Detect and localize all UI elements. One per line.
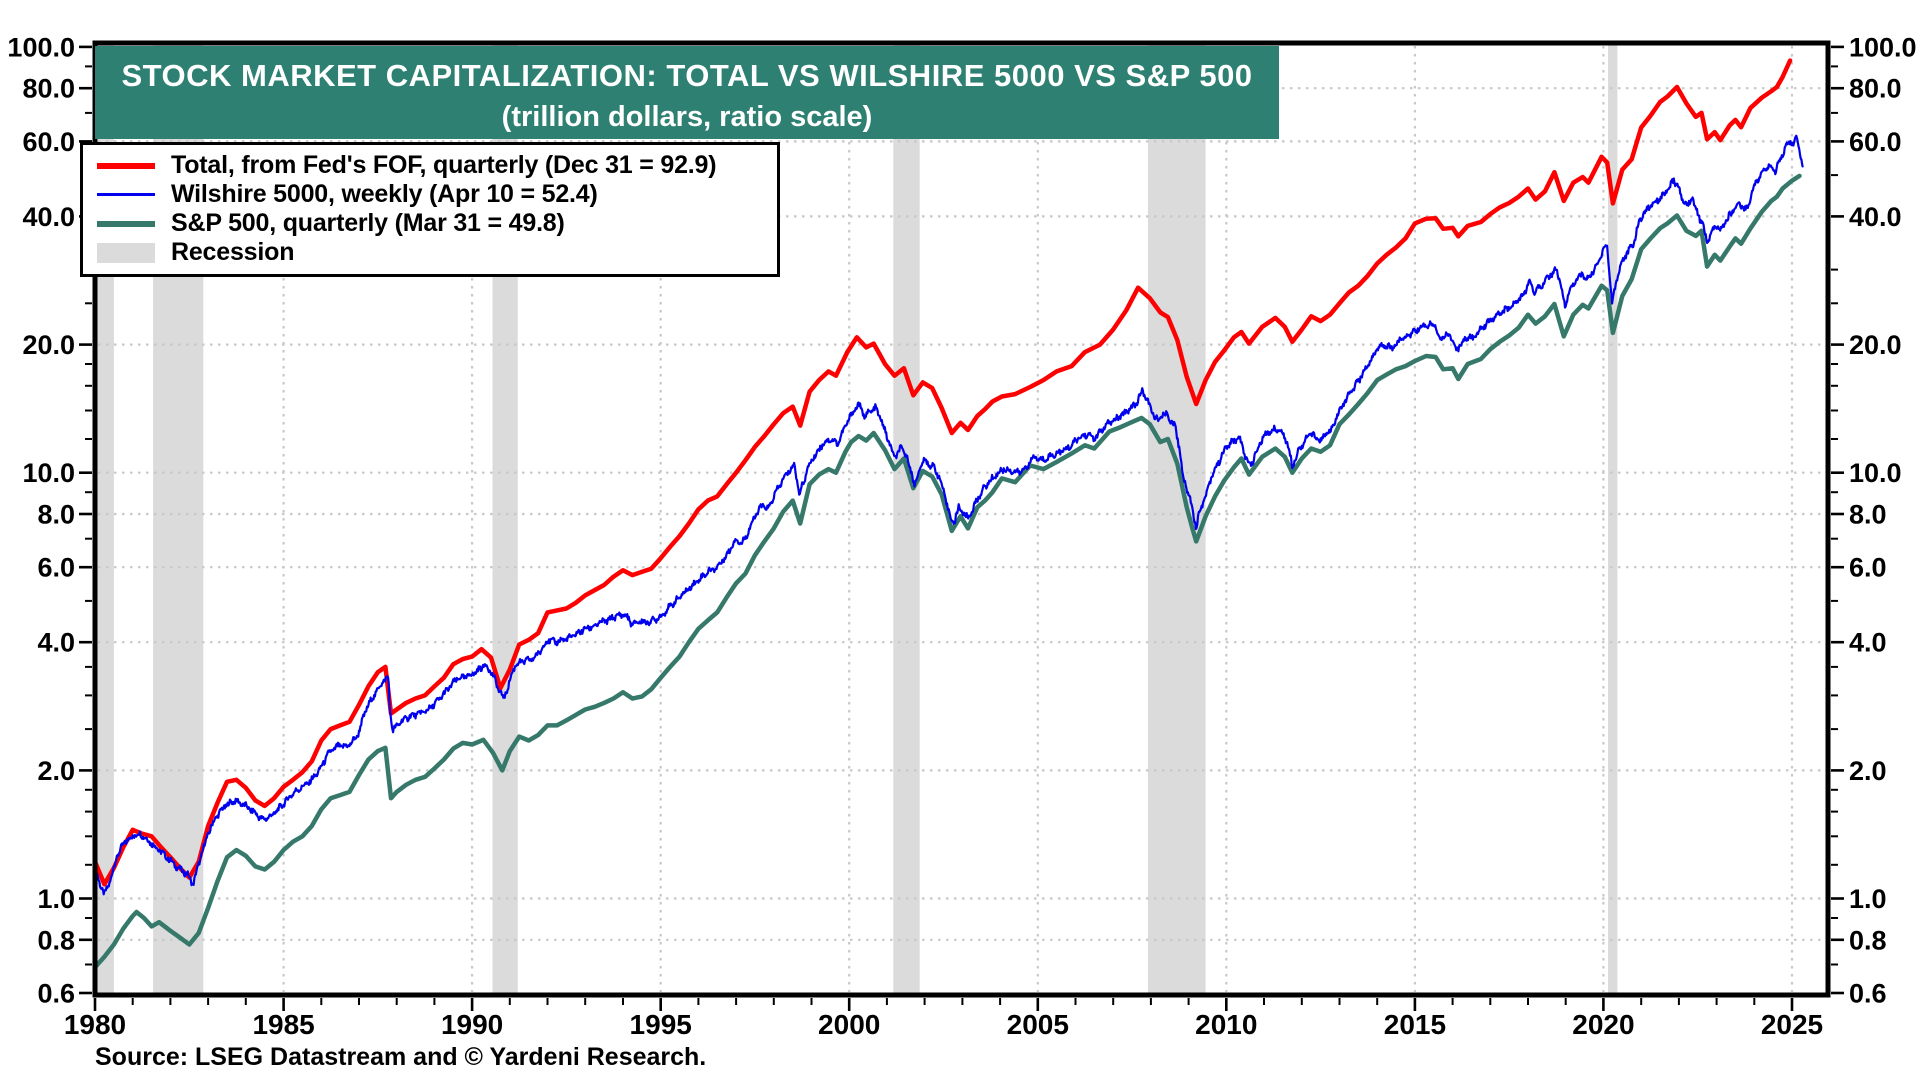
recession-band (95, 45, 114, 993)
y-axis-label-left: 20.0 (22, 330, 75, 360)
y-axis-label-left: 4.0 (37, 628, 75, 658)
plot-border (92, 40, 1831, 998)
y-axis-label-left: 6.0 (37, 553, 75, 583)
legend-item-wilshire: Wilshire 5000, weekly (Apr 10 = 52.4) (97, 180, 777, 209)
x-axis-label: 2005 (1007, 1009, 1069, 1040)
legend-item-recession: Recession (97, 238, 777, 267)
axis-ticks (79, 45, 1844, 1011)
x-axis-label: 2015 (1384, 1009, 1446, 1040)
y-axis-label-right: 0.8 (1849, 925, 1887, 955)
gridlines (98, 46, 1825, 992)
recession-band-swatch (97, 242, 155, 263)
series-total_line (92, 58, 1793, 887)
chart-subtitle: (trillion dollars, ratio scale) (501, 101, 873, 133)
y-axis-label-right: 0.6 (1849, 979, 1887, 1009)
legend: Total, from Fed's FOF, quarterly (Dec 31… (80, 142, 780, 277)
legend-item-label: Recession (171, 238, 295, 266)
y-axis-label-right: 8.0 (1849, 500, 1887, 530)
legend-item-label: Wilshire 5000, weekly (Apr 10 = 52.4) (171, 180, 598, 208)
source-note: Source: LSEG Datastream and © Yardeni Re… (95, 1043, 707, 1071)
x-axis-label: 2020 (1572, 1009, 1634, 1040)
y-axis-label-left: 100.0 (7, 32, 75, 62)
y-axis-label-right: 10.0 (1849, 458, 1902, 488)
y-axis-label-right: 80.0 (1849, 74, 1902, 104)
sp500-line-swatch (97, 220, 155, 227)
x-axis-label: 1985 (252, 1009, 314, 1040)
y-axis-label-right: 20.0 (1849, 330, 1902, 360)
y-axis-label-right: 40.0 (1849, 202, 1902, 232)
x-axis-label: 1990 (441, 1009, 503, 1040)
x-axis-label: 2010 (1195, 1009, 1257, 1040)
chart-title: STOCK MARKET CAPITALIZATION: TOTAL VS WI… (121, 58, 1253, 93)
y-axis-label-right: 1.0 (1849, 884, 1887, 914)
y-axis-label-left: 10.0 (22, 458, 75, 488)
chart-title-banner: STOCK MARKET CAPITALIZATION: TOTAL VS WI… (95, 46, 1279, 139)
y-axis-label-right: 60.0 (1849, 127, 1902, 157)
y-axis-label-right: 100.0 (1849, 32, 1917, 62)
y-axis-label-right: 2.0 (1849, 756, 1887, 786)
series-lines (92, 58, 1804, 970)
x-axis-label: 1995 (630, 1009, 692, 1040)
series-sp500_line (92, 173, 1802, 970)
legend-item-label: Total, from Fed's FOF, quarterly (Dec 31… (171, 151, 717, 179)
legend-item-sp500: S&P 500, quarterly (Mar 31 = 49.8) (97, 209, 777, 238)
legend-item-total: Total, from Fed's FOF, quarterly (Dec 31… (97, 151, 777, 180)
y-axis-label-left: 8.0 (37, 500, 75, 530)
y-axis-label-left: 2.0 (37, 756, 75, 786)
recession-band (1147, 45, 1206, 993)
x-axis-label: 2025 (1761, 1009, 1823, 1040)
series-wilshire_line (93, 134, 1804, 896)
recession-bands (95, 45, 1618, 993)
wilshire-line-swatch (97, 193, 155, 196)
legend-item-label: S&P 500, quarterly (Mar 31 = 49.8) (171, 209, 565, 237)
y-axis-label-left: 80.0 (22, 74, 75, 104)
total-line-swatch (97, 162, 155, 169)
y-axis-label-right: 6.0 (1849, 553, 1887, 583)
y-axis-label-left: 40.0 (22, 202, 75, 232)
y-axis-label-right: 4.0 (1849, 628, 1887, 658)
y-axis-label-left: 0.6 (37, 979, 75, 1009)
y-axis-label-left: 0.8 (37, 925, 75, 955)
y-axis-label-left: 60.0 (22, 127, 75, 157)
recession-band (1608, 45, 1618, 993)
x-axis-label: 1980 (64, 1009, 126, 1040)
axis-labels: 100.0 100.0 80.0 80.0 60.0 60.0 40.0 40.0 20.0 20… (7, 32, 1916, 1040)
recession-band (893, 45, 920, 993)
y-axis-label-left: 1.0 (37, 884, 75, 914)
x-axis-label: 2000 (818, 1009, 880, 1040)
